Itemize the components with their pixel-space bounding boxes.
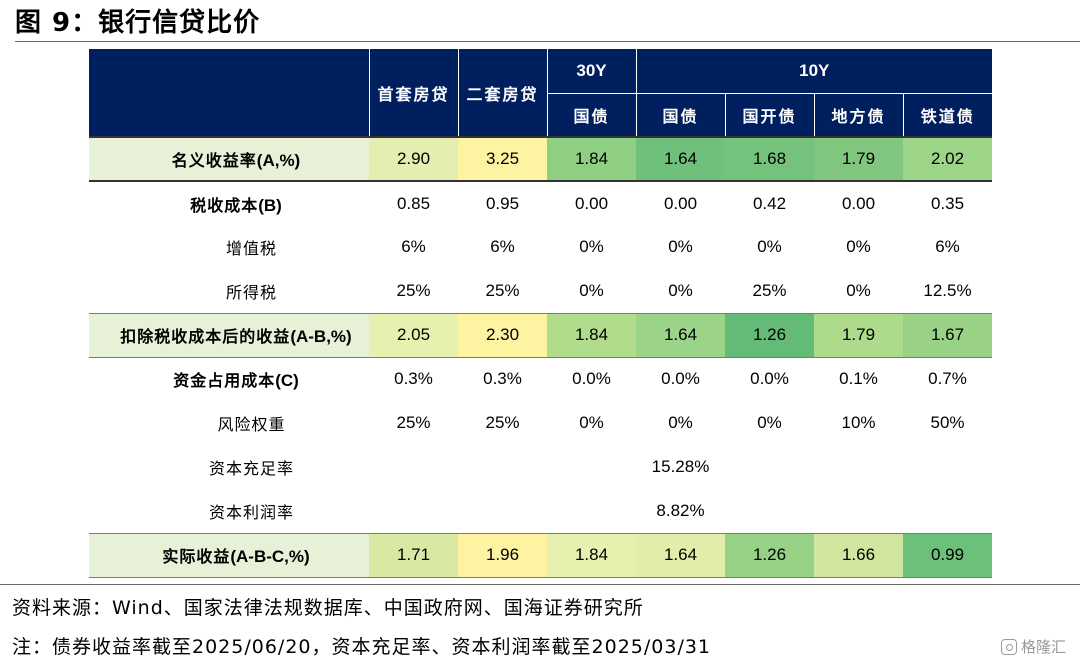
table-row: 税收成本(B) 0.85 0.95 0.00 0.00 0.42 0.00 0.… [89, 181, 992, 225]
table-cell: 0.99 [903, 532, 992, 578]
table-cell: 2.30 [458, 312, 547, 358]
table-cell-merged: 8.82% [656, 500, 705, 520]
table-cell: 1.79 [814, 312, 903, 358]
col-group-30y: 30Y [546, 49, 636, 94]
table-cell: 0.0% [750, 369, 789, 389]
row-label: 名义收益率(A,%) [89, 136, 369, 182]
table-cell: 1.64 [636, 532, 725, 578]
row-label: 增值税 [225, 239, 277, 258]
row-label: 资本充足率 [208, 459, 294, 478]
table-cell: 3.25 [458, 136, 547, 182]
table-cell: 0% [579, 413, 604, 432]
table-cell: 0.3% [394, 369, 433, 389]
col-header-local-gov-bond: 地方债 [813, 93, 903, 137]
table-row: 扣除税收成本后的收益(A-B,%) 2.05 2.30 1.84 1.64 1.… [89, 312, 992, 358]
table-cell: 25% [396, 280, 431, 300]
row-label: 资本利润率 [208, 502, 294, 522]
table-row: 资本充足率 15.28% [89, 445, 992, 489]
col-header-second-home-loan: 二套房贷 [457, 49, 547, 137]
table-cell: 0.3% [483, 369, 522, 389]
footer-divider [0, 584, 1080, 585]
table-cell: 1.66 [814, 532, 903, 578]
table-cell: 0.7% [928, 369, 967, 389]
col-header-railway-bond: 铁道债 [902, 93, 992, 137]
header-row-1: 首套房贷 二套房贷 30Y 10Y [89, 49, 992, 137]
table-cell: 0.95 [485, 193, 520, 213]
col-header-30y-treasury: 国债 [546, 93, 636, 137]
row-label: 扣除税收成本后的收益(A-B,%) [89, 312, 369, 358]
table-cell: 1.68 [725, 136, 814, 182]
col-header-10y-treasury: 国债 [635, 93, 725, 137]
table-cell: 6% [935, 237, 960, 256]
table-cell: 12.5% [923, 280, 972, 300]
table-cell: 1.84 [547, 312, 636, 358]
table-cell: 2.90 [369, 136, 458, 182]
row-label: 所得税 [225, 282, 277, 302]
table-cell: 1.26 [725, 532, 814, 578]
table-row: 资金占用成本(C) 0.3% 0.3% 0.0% 0.0% 0.0% 0.1% … [89, 357, 992, 401]
comparison-table: 首套房贷 二套房贷 30Y 10Y 国债 国债 国开债 地方债 铁道债 名义收益… [89, 49, 992, 578]
title-divider [15, 41, 1080, 42]
watermark-logo-icon [1000, 639, 1017, 655]
table-cell: 1.84 [547, 136, 636, 182]
table-cell: 1.64 [636, 136, 725, 182]
table-cell: 0.00 [841, 193, 876, 213]
table-cell: 25% [485, 413, 520, 432]
row-label: 资金占用成本(C) [173, 371, 299, 391]
table-row: 名义收益率(A,%) 2.90 3.25 1.84 1.64 1.68 1.79… [89, 136, 992, 182]
header-row-2: 国债 国债 国开债 地方债 铁道债 [89, 93, 992, 137]
table-cell: 0% [846, 280, 871, 300]
table-cell-merged: 15.28% [651, 457, 710, 476]
table-cell: 0.0% [572, 369, 611, 389]
table-cell: 0% [668, 413, 693, 432]
table-cell: 0% [846, 237, 871, 256]
row-label: 实际收益(A-B-C,%) [89, 532, 369, 578]
table-cell: 0% [668, 280, 693, 300]
table-cell: 1.84 [547, 532, 636, 578]
table-row: 资本利润率 8.82% [89, 489, 992, 533]
table-cell: 1.67 [903, 312, 992, 358]
table-cell: 1.64 [636, 312, 725, 358]
table-cell: 0% [757, 237, 782, 256]
table-cell: 6% [490, 237, 515, 256]
table-row: 所得税 25% 25% 0% 0% 25% 0% 12.5% [89, 269, 992, 313]
header-corner [89, 49, 369, 137]
table-cell: 1.26 [725, 312, 814, 358]
col-group-10y: 10Y [635, 49, 992, 94]
table-row: 增值税 6% 6% 0% 0% 0% 0% 6% [89, 225, 992, 269]
table-cell: 0.1% [839, 369, 878, 389]
table-cell: 2.05 [369, 312, 458, 358]
table-row: 风险权重 25% 25% 0% 0% 0% 10% 50% [89, 401, 992, 445]
figure-title: 图 9：银行信贷比价 [15, 8, 261, 38]
table-cell: 1.79 [814, 136, 903, 182]
table-cell: 0.85 [396, 193, 431, 213]
table-cell: 50% [930, 413, 965, 432]
row-label: 税收成本(B) [190, 195, 282, 215]
col-header-first-home-loan: 首套房贷 [368, 49, 458, 137]
table-cell: 1.96 [458, 532, 547, 578]
table-cell: 0% [579, 280, 604, 300]
table-cell: 25% [485, 280, 520, 300]
table-cell: 0% [579, 237, 604, 256]
col-header-cdb-bond: 国开债 [724, 93, 814, 137]
table-cell: 10% [841, 413, 876, 432]
row-label: 风险权重 [217, 415, 286, 434]
table-cell: 0% [757, 413, 782, 432]
table-cell: 0.35 [930, 193, 965, 213]
table-cell: 0% [668, 237, 693, 256]
watermark: 格隆汇 [1000, 636, 1066, 657]
table-cell: 1.71 [369, 532, 458, 578]
table-cell: 0.00 [574, 193, 609, 213]
footnote: 注：债券收益率截至2025/06/20，资本充足率、资本利润率截至2025/03… [12, 636, 712, 658]
table-cell: 2.02 [903, 136, 992, 182]
table-cell: 6% [401, 237, 426, 256]
table-cell: 0.42 [752, 193, 787, 213]
source-note: 资料来源：Wind、国家法律法规数据库、中国政府网、国海证券研究所 [12, 597, 644, 619]
table-cell: 25% [752, 280, 787, 300]
table-cell: 0.0% [661, 369, 700, 389]
table-cell: 0.00 [663, 193, 698, 213]
table-row: 实际收益(A-B-C,%) 1.71 1.96 1.84 1.64 1.26 1… [89, 532, 992, 578]
table-cell: 25% [396, 413, 431, 432]
